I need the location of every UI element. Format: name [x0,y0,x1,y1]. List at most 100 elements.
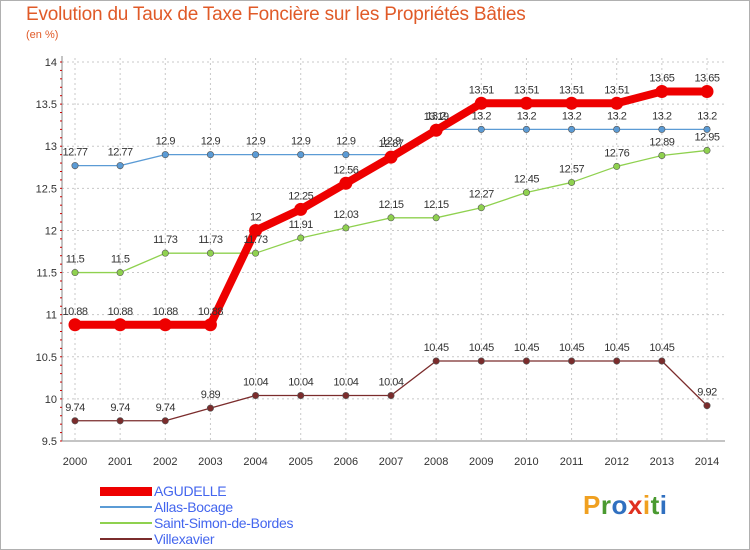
data-point [568,178,576,186]
y-tick-label: 10.5 [36,352,57,364]
data-point [387,392,395,400]
x-tick-label: 2003 [198,456,222,468]
data-point [432,357,440,365]
data-point [71,162,79,170]
data-label: 12.27 [469,189,494,201]
data-label: 10.88 [198,306,223,318]
data-point [68,318,82,332]
data-label: 10.04 [243,377,268,389]
x-tick-label: 2014 [695,456,719,468]
data-point [655,84,669,98]
data-point [297,151,305,159]
data-label: 13.2 [562,110,582,122]
y-tick-label: 10 [45,394,57,406]
data-label: 13.65 [649,72,674,84]
data-label: 9.74 [110,402,130,414]
data-point [477,125,485,133]
data-label: 12.9 [336,136,356,148]
data-label: 11.5 [66,254,85,266]
data-point [158,318,172,332]
logo-letter: t [650,490,660,520]
data-point [249,223,263,237]
data-label: 12.9 [246,136,266,148]
chart-unit-label: (en %) [26,29,59,41]
data-label: 12.9 [381,136,401,148]
legend-label-villexavier: Villexavier [154,531,215,547]
data-point [477,357,485,365]
data-point [565,96,579,110]
data-point [522,357,530,365]
data-point [161,249,169,257]
data-point [429,123,443,137]
data-label: 10.45 [604,342,629,354]
data-point [116,417,124,425]
data-label: 12.03 [333,209,358,221]
data-label: 13.65 [694,72,719,84]
data-point [339,176,353,190]
data-label: 12.87 [378,138,403,150]
x-tick-label: 2010 [514,456,538,468]
data-label: 12.95 [694,131,719,143]
data-point [703,146,711,154]
data-label: 11.73 [243,234,268,246]
data-label: 10.04 [378,377,403,389]
x-tick-label: 2004 [243,456,267,468]
data-point [703,402,711,410]
data-label: 13.2 [517,110,537,122]
data-point [294,202,308,216]
data-label: 12.57 [559,163,584,175]
data-label: 12.9 [201,136,221,148]
data-label: 10.45 [559,342,584,354]
data-label: 11.73 [153,234,178,246]
y-tick-label: 13.5 [36,99,57,111]
logo-letter: o [611,490,628,520]
data-point [206,249,214,257]
data-point [432,214,440,222]
data-point [477,204,485,212]
data-label: 13.2 [607,110,627,122]
data-label: 12.56 [333,164,358,176]
y-tick-label: 9.5 [42,436,57,448]
legend-swatch-saint-simon [100,522,152,524]
data-point [613,357,621,365]
data-point [703,125,711,133]
x-tick-label: 2007 [379,456,403,468]
data-label: 10.88 [62,306,87,318]
data-point [206,151,214,159]
data-point [700,84,714,98]
logo-letter: x [627,490,643,520]
data-label: 13.19 [424,111,449,123]
data-label: 12.89 [649,136,674,148]
y-tick-label: 11 [46,310,57,322]
data-point [116,269,124,277]
x-tick-label: 2009 [469,456,493,468]
data-label: 13.51 [604,84,629,96]
data-label: 12.25 [288,190,313,202]
y-tick-label: 13 [45,141,57,153]
data-label: 13.51 [514,84,539,96]
data-label: 10.45 [649,342,674,354]
legend-label-saint-simon: Saint-Simon-de-Bordes [154,515,294,531]
data-label: 12.77 [62,147,87,159]
logo-letter: i [642,490,651,520]
data-point [522,125,530,133]
data-label: 10.88 [153,306,178,318]
data-point [203,318,217,332]
data-label: 10.45 [424,342,449,354]
data-point [342,151,350,159]
data-label: 12.76 [604,147,629,159]
data-point [252,249,260,257]
data-label: 12.9 [291,136,311,148]
legend-label-allas-bocage: Allas-Bocage [154,499,233,515]
data-label: 12 [250,211,262,223]
data-label: 13.2 [652,110,672,122]
data-label: 10.04 [288,377,313,389]
x-tick-label: 2005 [288,456,312,468]
data-label: 9.89 [201,389,221,401]
legend-swatch-agudelle [100,487,152,496]
data-label: 9.92 [697,387,717,399]
data-label: 12.77 [108,147,133,159]
x-tick-label: 2011 [560,456,584,468]
y-tick-label: 14 [45,57,57,69]
